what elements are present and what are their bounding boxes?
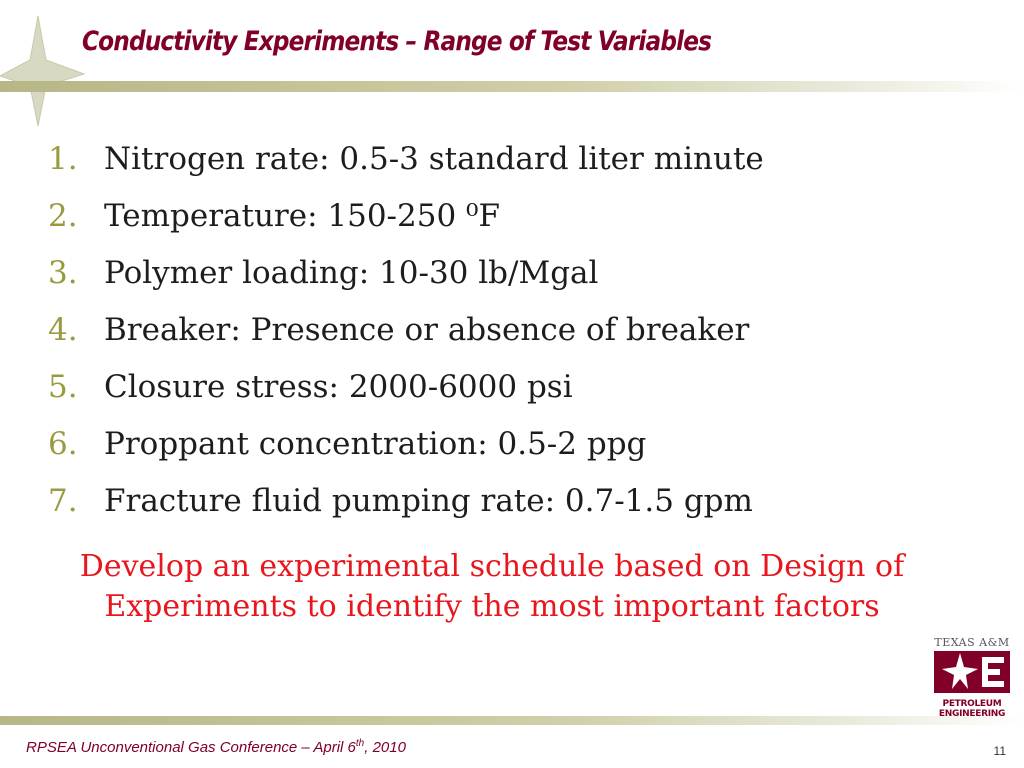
list-item: 3. Polymer loading: 10-30 lb/Mgal <box>48 244 764 301</box>
footer-prefix: RPSEA Unconventional Gas Conference – Ap… <box>26 739 356 756</box>
list-item: 5. Closure stress: 2000-6000 psi <box>48 358 764 415</box>
list-item: 1. Nitrogen rate: 0.5-3 standard liter mi… <box>48 130 764 187</box>
slide-title: Conductivity Experiments – Range of Test… <box>82 26 712 57</box>
title-divider-bar <box>0 81 1024 92</box>
star-decoration <box>0 15 86 127</box>
item-text: Nitrogen rate: 0.5-3 standard liter minu… <box>104 140 764 177</box>
item-number: 2. <box>48 197 78 234</box>
list-item: 2. Temperature: 150-250 ⁰F <box>48 187 764 244</box>
petroleum-engineering-logo: TEXAS A&M PETROLEUM ENGINEERING <box>930 636 1014 722</box>
item-number: 6. <box>48 425 78 462</box>
logo-word-petroleum: PETROLEUM <box>942 699 1002 709</box>
item-text: Fracture fluid pumping rate: 0.7-1.5 gpm <box>104 482 753 519</box>
item-number: 4. <box>48 311 78 348</box>
footer-text: RPSEA Unconventional Gas Conference – Ap… <box>26 738 406 756</box>
footer-superscript: th <box>355 738 365 749</box>
page-number: 11 <box>993 744 1006 758</box>
item-text: Proppant concentration: 0.5-2 ppg <box>104 425 647 462</box>
footer-divider-bar <box>0 716 1024 725</box>
logo-monogram-icon <box>934 651 1010 693</box>
item-text: Polymer loading: 10-30 lb/Mgal <box>104 254 599 291</box>
item-number: 5. <box>48 368 78 405</box>
logo-word-engineering: ENGINEERING <box>938 709 1006 719</box>
footer-suffix: , 2010 <box>364 739 406 756</box>
item-text: Closure stress: 2000-6000 psi <box>104 368 573 405</box>
item-number: 7. <box>48 482 78 519</box>
variables-list: 1. Nitrogen rate: 0.5-3 standard liter mi… <box>48 130 764 529</box>
list-item: 4. Breaker: Presence or absence of breake… <box>48 301 764 358</box>
item-number: 1. <box>48 140 78 177</box>
item-text: Breaker: Presence or absence of breaker <box>104 311 750 348</box>
list-item: 7. Fracture fluid pumping rate: 0.7-1.5 g… <box>48 472 764 529</box>
logo-university-name: TEXAS A&M <box>934 636 1010 649</box>
item-text: Temperature: 150-250 ⁰F <box>104 197 500 234</box>
list-item: 6. Proppant concentration: 0.5-2 ppg <box>48 415 764 472</box>
conclusion-note: Develop an experimental schedule based o… <box>79 549 905 624</box>
item-number: 3. <box>48 254 78 291</box>
